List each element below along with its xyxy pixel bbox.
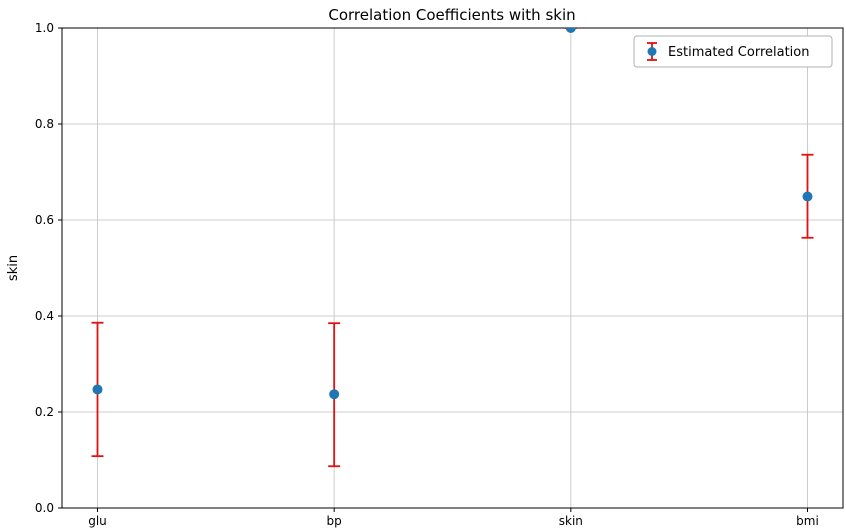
y-tick-label: 0.0 [35,501,54,515]
axes-frame [61,27,844,509]
x-tick-label: glu [88,514,107,528]
y-tick-label: 0.4 [35,309,54,323]
legend: Estimated Correlation [633,35,833,68]
labels-layer: Correlation Coefficients with skin skin [6,6,576,281]
y-axis-label: skin [6,255,21,281]
legend-box [633,35,833,68]
data-point [565,28,576,33]
legend-errorbar-marker-icon [647,42,657,61]
y-tick-label: 0.6 [35,213,54,227]
x-tick-label: skin [559,514,583,528]
x-tick-label: bmi [796,514,819,528]
errorbar-series [91,28,814,468]
data-point [92,384,103,395]
legend-label: Estimated Correlation [668,45,810,60]
y-tick-label: 1.0 [35,21,54,35]
plot-area: 0.0 0.2 0.4 0.6 0.8 1.0 glu bp skin bmi [35,21,844,528]
data-point [802,191,813,202]
x-tick-label: bp [327,514,342,528]
chart-title: Correlation Coefficients with skin [328,6,575,24]
y-tick-label: 0.2 [35,405,54,419]
data-point [329,389,340,400]
y-tick-label: 0.8 [35,117,54,131]
